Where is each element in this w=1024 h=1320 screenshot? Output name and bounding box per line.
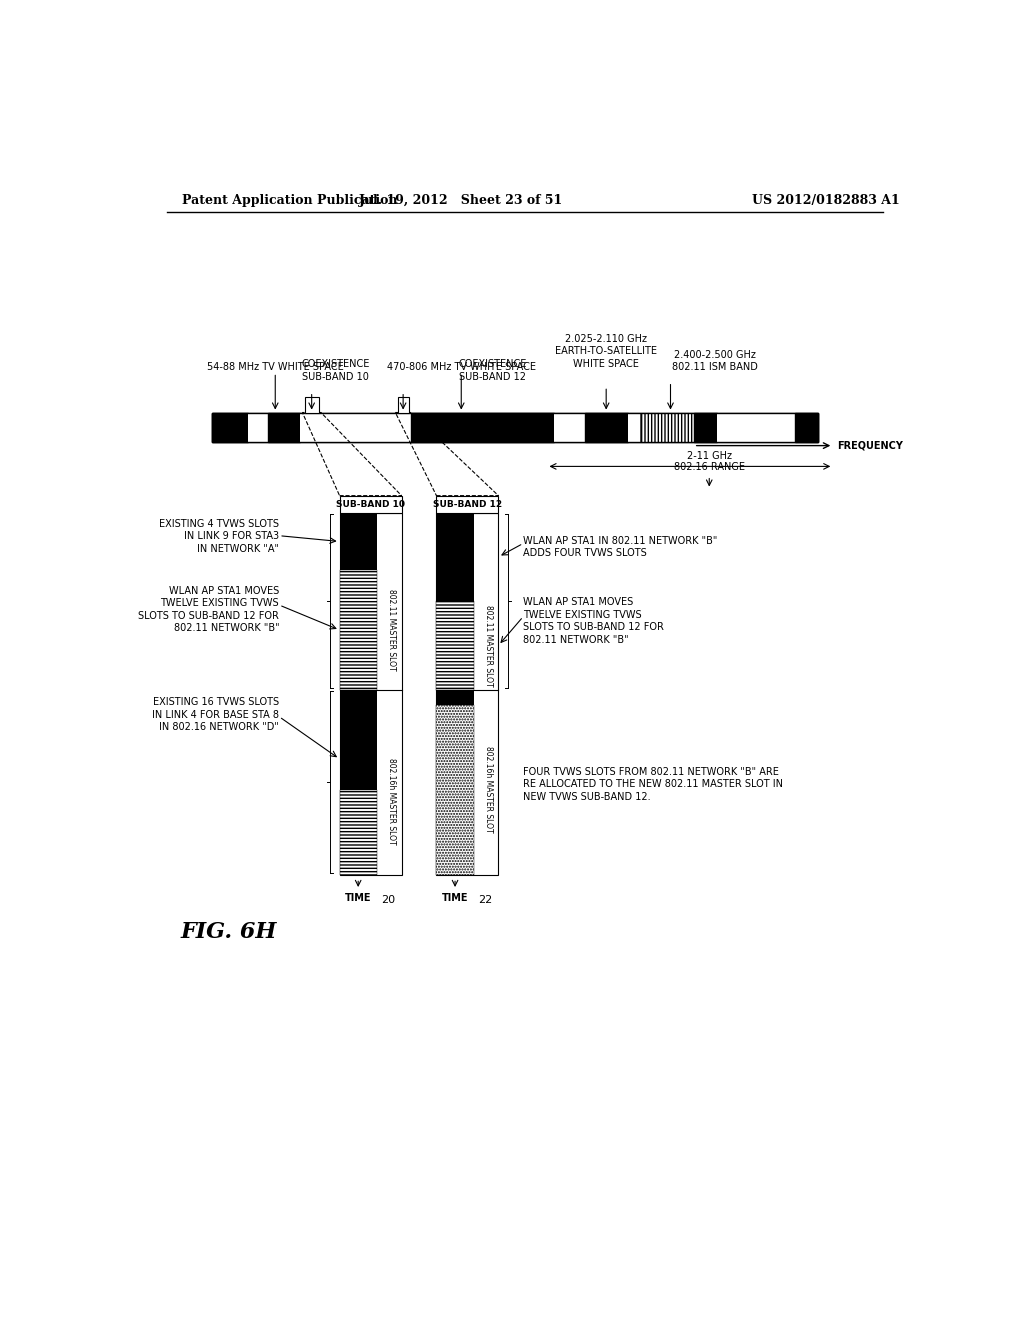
Text: FOUR TVWS SLOTS FROM 802.11 NETWORK "B" ARE
RE ALLOCATED TO THE NEW 802.11 MASTE: FOUR TVWS SLOTS FROM 802.11 NETWORK "B" …: [523, 767, 783, 801]
Bar: [717, 412, 818, 442]
Text: 802.16 RANGE: 802.16 RANGE: [674, 462, 744, 471]
Bar: [267, 412, 300, 442]
Bar: [436, 496, 499, 512]
Bar: [212, 412, 248, 442]
Text: WLAN AP STA1 MOVES
TWELVE EXISTING TVWS
SLOTS TO SUB-BAND 12 FOR
802.11 NETWORK : WLAN AP STA1 MOVES TWELVE EXISTING TVWS …: [523, 598, 665, 644]
Bar: [411, 412, 554, 442]
Text: TIME: TIME: [441, 892, 468, 903]
Bar: [436, 705, 474, 875]
Bar: [340, 496, 401, 512]
Bar: [300, 412, 331, 442]
Bar: [212, 412, 818, 442]
Bar: [391, 412, 411, 442]
Bar: [586, 412, 628, 442]
Text: 802.16h MASTER SLOT: 802.16h MASTER SLOT: [387, 758, 396, 845]
Bar: [640, 412, 693, 442]
Text: COEXISTENCE
SUB-BAND 10: COEXISTENCE SUB-BAND 10: [301, 359, 370, 381]
Text: WLAN AP STA1 IN 802.11 NETWORK "B"
ADDS FOUR TVWS SLOTS: WLAN AP STA1 IN 802.11 NETWORK "B" ADDS …: [523, 536, 718, 558]
Bar: [397, 397, 409, 412]
Bar: [436, 512, 474, 601]
Text: SUB-BAND 10: SUB-BAND 10: [336, 500, 406, 508]
Text: WLAN AP STA1 MOVES
TWELVE EXISTING TVWS
SLOTS TO SUB-BAND 12 FOR
802.11 NETWORK : WLAN AP STA1 MOVES TWELVE EXISTING TVWS …: [138, 586, 280, 634]
Bar: [340, 789, 377, 875]
Text: US 2012/0182883 A1: US 2012/0182883 A1: [752, 194, 899, 207]
Text: 20: 20: [381, 895, 395, 904]
Text: 2-11 GHz: 2-11 GHz: [687, 451, 732, 461]
Text: 2.025-2.110 GHz
EARTH-TO-SATELLITE
WHITE SPACE: 2.025-2.110 GHz EARTH-TO-SATELLITE WHITE…: [555, 334, 657, 368]
Bar: [340, 512, 377, 570]
Bar: [212, 412, 818, 442]
Text: 802.11 MASTER SLOT: 802.11 MASTER SLOT: [387, 589, 396, 671]
Text: 54-88 MHz TV WHITE SPACE: 54-88 MHz TV WHITE SPACE: [207, 363, 344, 372]
Bar: [436, 690, 474, 705]
Bar: [340, 512, 401, 875]
Bar: [340, 729, 377, 789]
Text: Patent Application Publication: Patent Application Publication: [182, 194, 397, 207]
Bar: [693, 412, 717, 442]
Text: 470-806 MHz TV WHITE SPACE: 470-806 MHz TV WHITE SPACE: [387, 363, 536, 372]
Bar: [628, 412, 642, 442]
Text: 2.400-2.500 GHz
802.11 ISM BAND: 2.400-2.500 GHz 802.11 ISM BAND: [672, 350, 758, 372]
Text: 802.16h MASTER SLOT: 802.16h MASTER SLOT: [484, 747, 493, 833]
Bar: [554, 412, 586, 442]
Bar: [248, 412, 267, 442]
Bar: [305, 397, 318, 412]
Text: Jul. 19, 2012   Sheet 23 of 51: Jul. 19, 2012 Sheet 23 of 51: [359, 194, 563, 207]
Bar: [331, 412, 391, 442]
Bar: [340, 689, 377, 729]
Text: 22: 22: [478, 895, 493, 904]
Bar: [436, 512, 499, 875]
Bar: [795, 412, 818, 442]
Text: EXISTING 16 TVWS SLOTS
IN LINK 4 FOR BASE STA 8
IN 802.16 NETWORK "D": EXISTING 16 TVWS SLOTS IN LINK 4 FOR BAS…: [153, 697, 280, 733]
Text: TIME: TIME: [345, 892, 372, 903]
Text: FREQUENCY: FREQUENCY: [838, 441, 903, 450]
Bar: [436, 601, 474, 689]
Text: EXISTING 4 TVWS SLOTS
IN LINK 9 FOR STA3
IN NETWORK "A": EXISTING 4 TVWS SLOTS IN LINK 9 FOR STA3…: [159, 519, 280, 553]
Text: SUB-BAND 12: SUB-BAND 12: [433, 500, 502, 508]
Text: COEXISTENCE
SUB-BAND 12: COEXISTENCE SUB-BAND 12: [458, 359, 526, 381]
Bar: [340, 570, 377, 689]
Text: 802.11 MASTER SLOT: 802.11 MASTER SLOT: [484, 605, 493, 686]
Text: FIG. 6H: FIG. 6H: [180, 921, 276, 942]
